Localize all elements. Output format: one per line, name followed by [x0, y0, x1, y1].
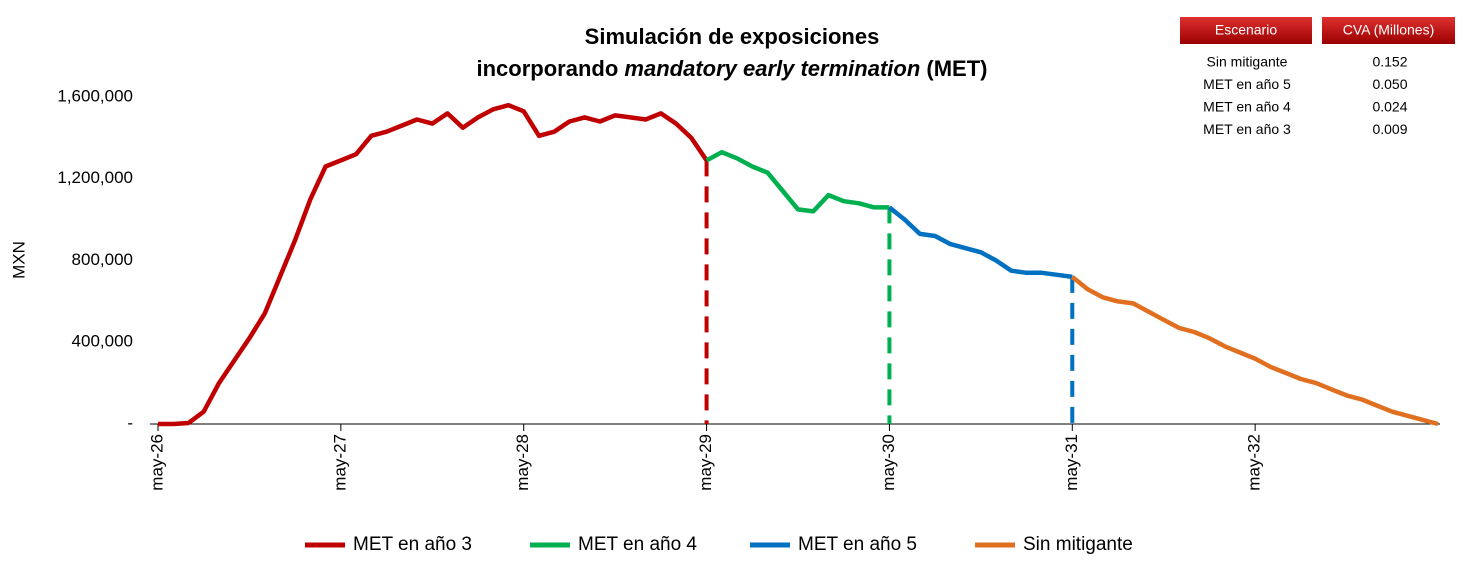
table-cell: 0.009 — [1372, 121, 1407, 137]
table-cell: MET en año 5 — [1203, 76, 1291, 92]
table-header-text: Escenario — [1215, 22, 1277, 38]
series-line — [1070, 275, 1439, 427]
legend-label: MET en año 4 — [578, 534, 697, 555]
title-part: mandatory early termination — [624, 56, 920, 81]
x-tick-label: may-27 — [330, 434, 349, 491]
series-line — [705, 149, 890, 214]
legend-label: Sin mitigante — [1023, 534, 1133, 555]
x-tick-label: may-29 — [696, 434, 715, 491]
chart-title: Simulación de exposiciones — [585, 24, 880, 49]
x-tick-label: may-31 — [1062, 434, 1081, 491]
y-tick-label: 800,000 — [72, 250, 133, 269]
series-line — [887, 205, 1073, 280]
y-tick-label: 400,000 — [72, 332, 133, 351]
legend-label: MET en año 3 — [353, 534, 472, 555]
table-cell: 0.024 — [1372, 99, 1407, 115]
table-header-cell — [1322, 17, 1455, 44]
x-tick-label: may-30 — [879, 434, 898, 491]
x-tick-label: may-28 — [513, 434, 532, 491]
table-cell: 0.050 — [1372, 76, 1407, 92]
title-part: (MET) — [926, 56, 987, 81]
legend-label: MET en año 5 — [798, 534, 917, 555]
table-cell: MET en año 3 — [1203, 121, 1291, 137]
table-cell: MET en año 4 — [1203, 99, 1291, 115]
table-cell: Sin mitigante — [1207, 54, 1288, 70]
series-line — [158, 102, 709, 427]
chart-title-line2: incorporando mandatory early termination… — [477, 56, 988, 81]
y-tick-label: 1,600,000 — [57, 86, 133, 105]
table-header-cell — [1180, 17, 1312, 44]
x-tick-label: may-26 — [147, 434, 166, 491]
table-cell: 0.152 — [1372, 54, 1407, 70]
table-header-text: CVA (Millones) — [1343, 22, 1435, 38]
title-part: incorporando — [477, 56, 619, 81]
y-tick-label: - — [127, 413, 133, 432]
y-axis-label: MXN — [9, 241, 28, 279]
y-tick-label: 1,200,000 — [57, 168, 133, 187]
x-tick-label: may-32 — [1245, 434, 1264, 491]
